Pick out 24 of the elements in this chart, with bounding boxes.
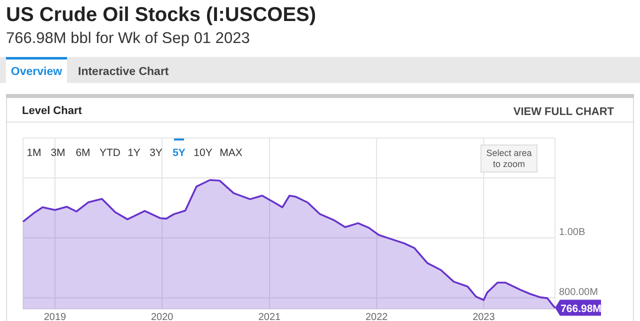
text: Level Chart [22,105,82,117]
annotation: 3Y [150,147,162,159]
annotation: 3M [50,147,66,159]
x-tick-label: 2019 [44,312,67,321]
x-tick-label: 2020 [150,312,174,321]
annotation: 10Y [194,147,212,159]
annotation: YTD [100,147,121,159]
x-tick-label: 2023 [472,312,496,321]
annotation: 766.98M [560,302,602,315]
text: VIEW FULL CHART [513,106,614,118]
annotation: Select area to zoom [486,148,532,169]
text: Interactive Chart [78,66,169,78]
x-tick-label: 2021 [258,312,282,321]
annotation: MAX [220,147,242,159]
annotation: 5Y [172,147,186,159]
chart-subtitle: 766.98M bbl for Wk of Sep 01 2023 [6,30,250,47]
annotation: 1Y [128,147,140,159]
y-tick-label: 800.00M [559,286,598,298]
chart-title: US Crude Oil Stocks (I:USCOES) [6,4,316,26]
text: Overview [10,66,62,78]
annotation: 1M [26,147,42,159]
x-tick-label: 2022 [365,312,388,321]
y-tick-label: 1.00B [559,226,586,238]
annotation: 6M [76,147,90,159]
